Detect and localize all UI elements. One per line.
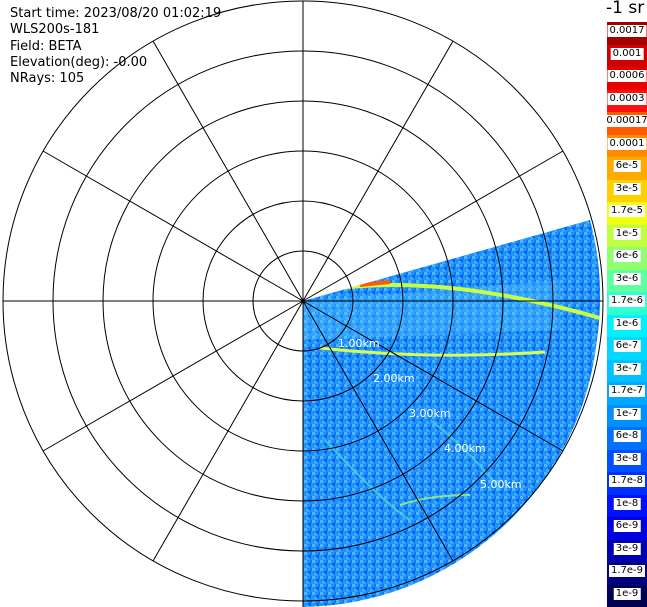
colorbar-label: 0.00017 bbox=[604, 115, 647, 127]
colorbar-swatch: 6e-7 bbox=[607, 337, 647, 360]
colorbar-swatch: 1.7e-6 bbox=[607, 292, 647, 315]
colorbar-swatch: 3e-6 bbox=[607, 269, 647, 292]
colorbar-swatch: 3e-7 bbox=[607, 359, 647, 382]
colorbar-swatch: 0.00017 bbox=[604, 112, 647, 135]
colorbar-label: 1e-6 bbox=[613, 317, 641, 330]
range-labels: 1.00km 2.00km 3.00km 4.00km 5.00km bbox=[338, 337, 522, 491]
colorbar-label: 1e-9 bbox=[613, 587, 641, 600]
colorbar-swatch: 3e-9 bbox=[607, 539, 647, 562]
colorbar: 0.0017 0.001 0.0006 0.0003 0.00017 0.0001 6e-5… bbox=[604, 22, 647, 607]
colorbar-swatch: 1e-9 bbox=[607, 584, 647, 607]
colorbar-label: 6e-7 bbox=[613, 340, 641, 352]
colorbar-label: 1e-5 bbox=[613, 227, 641, 240]
colorbar-label: 1.7e-9 bbox=[608, 565, 646, 577]
colorbar-swatch: 0.001 bbox=[607, 44, 647, 67]
range-label-2km: 2.00km bbox=[373, 372, 415, 385]
colorbar-label: 3e-6 bbox=[613, 272, 641, 285]
colorbar-label: 0.001 bbox=[610, 47, 644, 60]
colorbar-label: 3e-5 bbox=[613, 182, 641, 195]
colorbar-label: 1.7e-7 bbox=[608, 385, 646, 397]
azimuth-spokes bbox=[3, 1, 603, 607]
colorbar-label: 0.0006 bbox=[607, 70, 647, 82]
colorbar-swatch: 1.7e-7 bbox=[607, 382, 647, 405]
colorbar-swatch: 1e-7 bbox=[607, 404, 647, 427]
instrument-text: WLS200s-181 bbox=[10, 22, 100, 38]
colorbar-swatch: 6e-8 bbox=[607, 427, 647, 450]
ppi-radar-plot: 1.00km 2.00km 3.00km 4.00km 5.00km bbox=[2, 0, 604, 607]
colorbar-swatch: 6e-9 bbox=[607, 517, 647, 540]
colorbar-swatch: 1.7e-5 bbox=[607, 202, 647, 225]
colorbar-label: 0.0017 bbox=[607, 25, 647, 37]
colorbar-swatch: 6e-6 bbox=[607, 247, 647, 270]
scan-info: Start time: 2023/08/20 01:02:19 WLS200s-… bbox=[10, 6, 221, 87]
range-label-4km: 4.00km bbox=[444, 442, 486, 455]
colorbar-label: 1e-7 bbox=[613, 407, 641, 420]
colorbar-label: 6e-6 bbox=[613, 250, 641, 262]
colorbar-label: 3e-9 bbox=[613, 542, 641, 555]
range-label-3km: 3.00km bbox=[409, 407, 451, 420]
colorbar-swatch: 1e-8 bbox=[607, 494, 647, 517]
colorbar-swatch: 1.7e-8 bbox=[607, 472, 647, 495]
colorbar-label: 0.0001 bbox=[607, 137, 647, 150]
colorbar-label: 6e-8 bbox=[613, 430, 641, 442]
colorbar-label: 1.7e-8 bbox=[608, 475, 646, 487]
colorbar-label: 1e-8 bbox=[613, 497, 641, 510]
colorbar-swatch: 0.0001 bbox=[607, 134, 647, 157]
colorbar-label: 3e-7 bbox=[613, 362, 641, 375]
colorbar-swatch: 3e-8 bbox=[607, 449, 647, 472]
range-label-5km: 5.00km bbox=[480, 478, 522, 491]
colorbar-label: 6e-9 bbox=[613, 520, 641, 532]
start-time-text: Start time: 2023/08/20 01:02:19 bbox=[10, 6, 222, 21]
colorbar-label: 1.7e-6 bbox=[608, 295, 646, 307]
colorbar-title: -1 sr bbox=[606, 0, 645, 18]
colorbar-swatch: 1.7e-9 bbox=[607, 562, 647, 585]
field-text: Field: BETA bbox=[10, 38, 82, 54]
colorbar-label: 6e-5 bbox=[613, 160, 641, 172]
colorbar-label: 3e-8 bbox=[613, 452, 641, 465]
nrays-text: NRays: 105 bbox=[10, 71, 85, 87]
colorbar-swatch: 1e-6 bbox=[607, 314, 647, 337]
range-label-1km: 1.00km bbox=[338, 337, 380, 350]
colorbar-swatch: 6e-5 bbox=[607, 157, 647, 180]
data-sector bbox=[303, 220, 601, 607]
colorbar-swatch: 0.0003 bbox=[607, 89, 647, 112]
colorbar-label: 1.7e-5 bbox=[608, 205, 646, 217]
elevation-text: Elevation(deg): -0.00 bbox=[10, 54, 148, 70]
colorbar-label: 0.0003 bbox=[607, 92, 647, 105]
colorbar-swatch: 1e-5 bbox=[607, 224, 647, 247]
colorbar-swatch: 3e-5 bbox=[607, 179, 647, 202]
colorbar-swatch: 0.0017 bbox=[607, 22, 647, 45]
colorbar-swatch: 0.0006 bbox=[607, 67, 647, 90]
